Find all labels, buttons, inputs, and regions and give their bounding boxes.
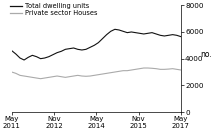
Total dwelling units [31, 55, 34, 56]
Total dwelling units [52, 54, 54, 55]
Private sector Houses [68, 76, 71, 77]
Total dwelling units [27, 56, 29, 58]
Total dwelling units [23, 59, 25, 61]
Private sector Houses [167, 68, 170, 70]
Private sector Houses [105, 73, 108, 74]
Total dwelling units [35, 56, 38, 57]
Private sector Houses [39, 78, 42, 79]
Total dwelling units [85, 49, 87, 50]
Private sector Houses [89, 75, 91, 77]
Private sector Houses [52, 76, 54, 77]
Private sector Houses [114, 71, 116, 73]
Private sector Houses [155, 68, 157, 69]
Private sector Houses [23, 75, 25, 77]
Total dwelling units [72, 47, 75, 49]
Total dwelling units [10, 50, 13, 51]
Total dwelling units [122, 30, 124, 32]
Total dwelling units [163, 35, 166, 37]
Total dwelling units [105, 34, 108, 35]
Total dwelling units [68, 48, 71, 50]
Private sector Houses [97, 74, 100, 76]
Private sector Houses [85, 76, 87, 77]
Legend: Total dwelling units, Private sector Houses: Total dwelling units, Private sector Hou… [10, 3, 97, 16]
Total dwelling units [155, 33, 157, 35]
Private sector Houses [15, 73, 17, 74]
Y-axis label: no.: no. [200, 50, 212, 59]
Total dwelling units [175, 34, 178, 36]
Private sector Houses [81, 75, 83, 77]
Private sector Houses [171, 68, 174, 69]
Total dwelling units [101, 38, 104, 39]
Total dwelling units [151, 32, 153, 33]
Private sector Houses [93, 75, 95, 76]
Private sector Houses [180, 69, 182, 71]
Private sector Houses [48, 77, 50, 78]
Line: Total dwelling units: Total dwelling units [12, 29, 181, 60]
Total dwelling units [134, 32, 137, 33]
Private sector Houses [27, 76, 29, 77]
Total dwelling units [109, 30, 112, 32]
Private sector Houses [109, 72, 112, 74]
Total dwelling units [97, 42, 100, 43]
Private sector Houses [10, 71, 13, 73]
Total dwelling units [147, 32, 149, 34]
Private sector Houses [64, 77, 67, 78]
Total dwelling units [126, 32, 129, 33]
Total dwelling units [81, 49, 83, 51]
Total dwelling units [118, 29, 120, 31]
Private sector Houses [143, 67, 145, 69]
Total dwelling units [15, 53, 17, 55]
Total dwelling units [130, 31, 133, 33]
Private sector Houses [151, 67, 153, 69]
Private sector Houses [72, 75, 75, 77]
Total dwelling units [39, 58, 42, 59]
Total dwelling units [159, 34, 161, 36]
Private sector Houses [163, 69, 166, 70]
Private sector Houses [56, 75, 58, 77]
Total dwelling units [171, 34, 174, 35]
Total dwelling units [77, 49, 79, 50]
Private sector Houses [60, 76, 63, 77]
Private sector Houses [147, 67, 149, 69]
Private sector Houses [19, 75, 21, 76]
Private sector Houses [43, 77, 46, 79]
Total dwelling units [43, 57, 46, 59]
Total dwelling units [19, 57, 21, 59]
Total dwelling units [138, 32, 141, 34]
Private sector Houses [138, 68, 141, 69]
Line: Private sector Houses: Private sector Houses [12, 68, 181, 79]
Private sector Houses [175, 69, 178, 70]
Private sector Houses [130, 69, 133, 71]
Total dwelling units [143, 33, 145, 35]
Total dwelling units [114, 29, 116, 30]
Private sector Houses [35, 77, 38, 79]
Private sector Houses [122, 70, 124, 71]
Private sector Houses [101, 73, 104, 75]
Total dwelling units [93, 44, 95, 46]
Private sector Houses [31, 77, 34, 78]
Private sector Houses [159, 69, 161, 70]
Total dwelling units [56, 52, 58, 53]
Total dwelling units [167, 34, 170, 36]
Private sector Houses [134, 69, 137, 70]
Total dwelling units [48, 56, 50, 57]
Private sector Houses [77, 75, 79, 76]
Total dwelling units [89, 46, 91, 48]
Total dwelling units [64, 49, 67, 50]
Private sector Houses [118, 71, 120, 72]
Total dwelling units [180, 36, 182, 37]
Total dwelling units [60, 51, 63, 52]
Private sector Houses [126, 70, 129, 71]
